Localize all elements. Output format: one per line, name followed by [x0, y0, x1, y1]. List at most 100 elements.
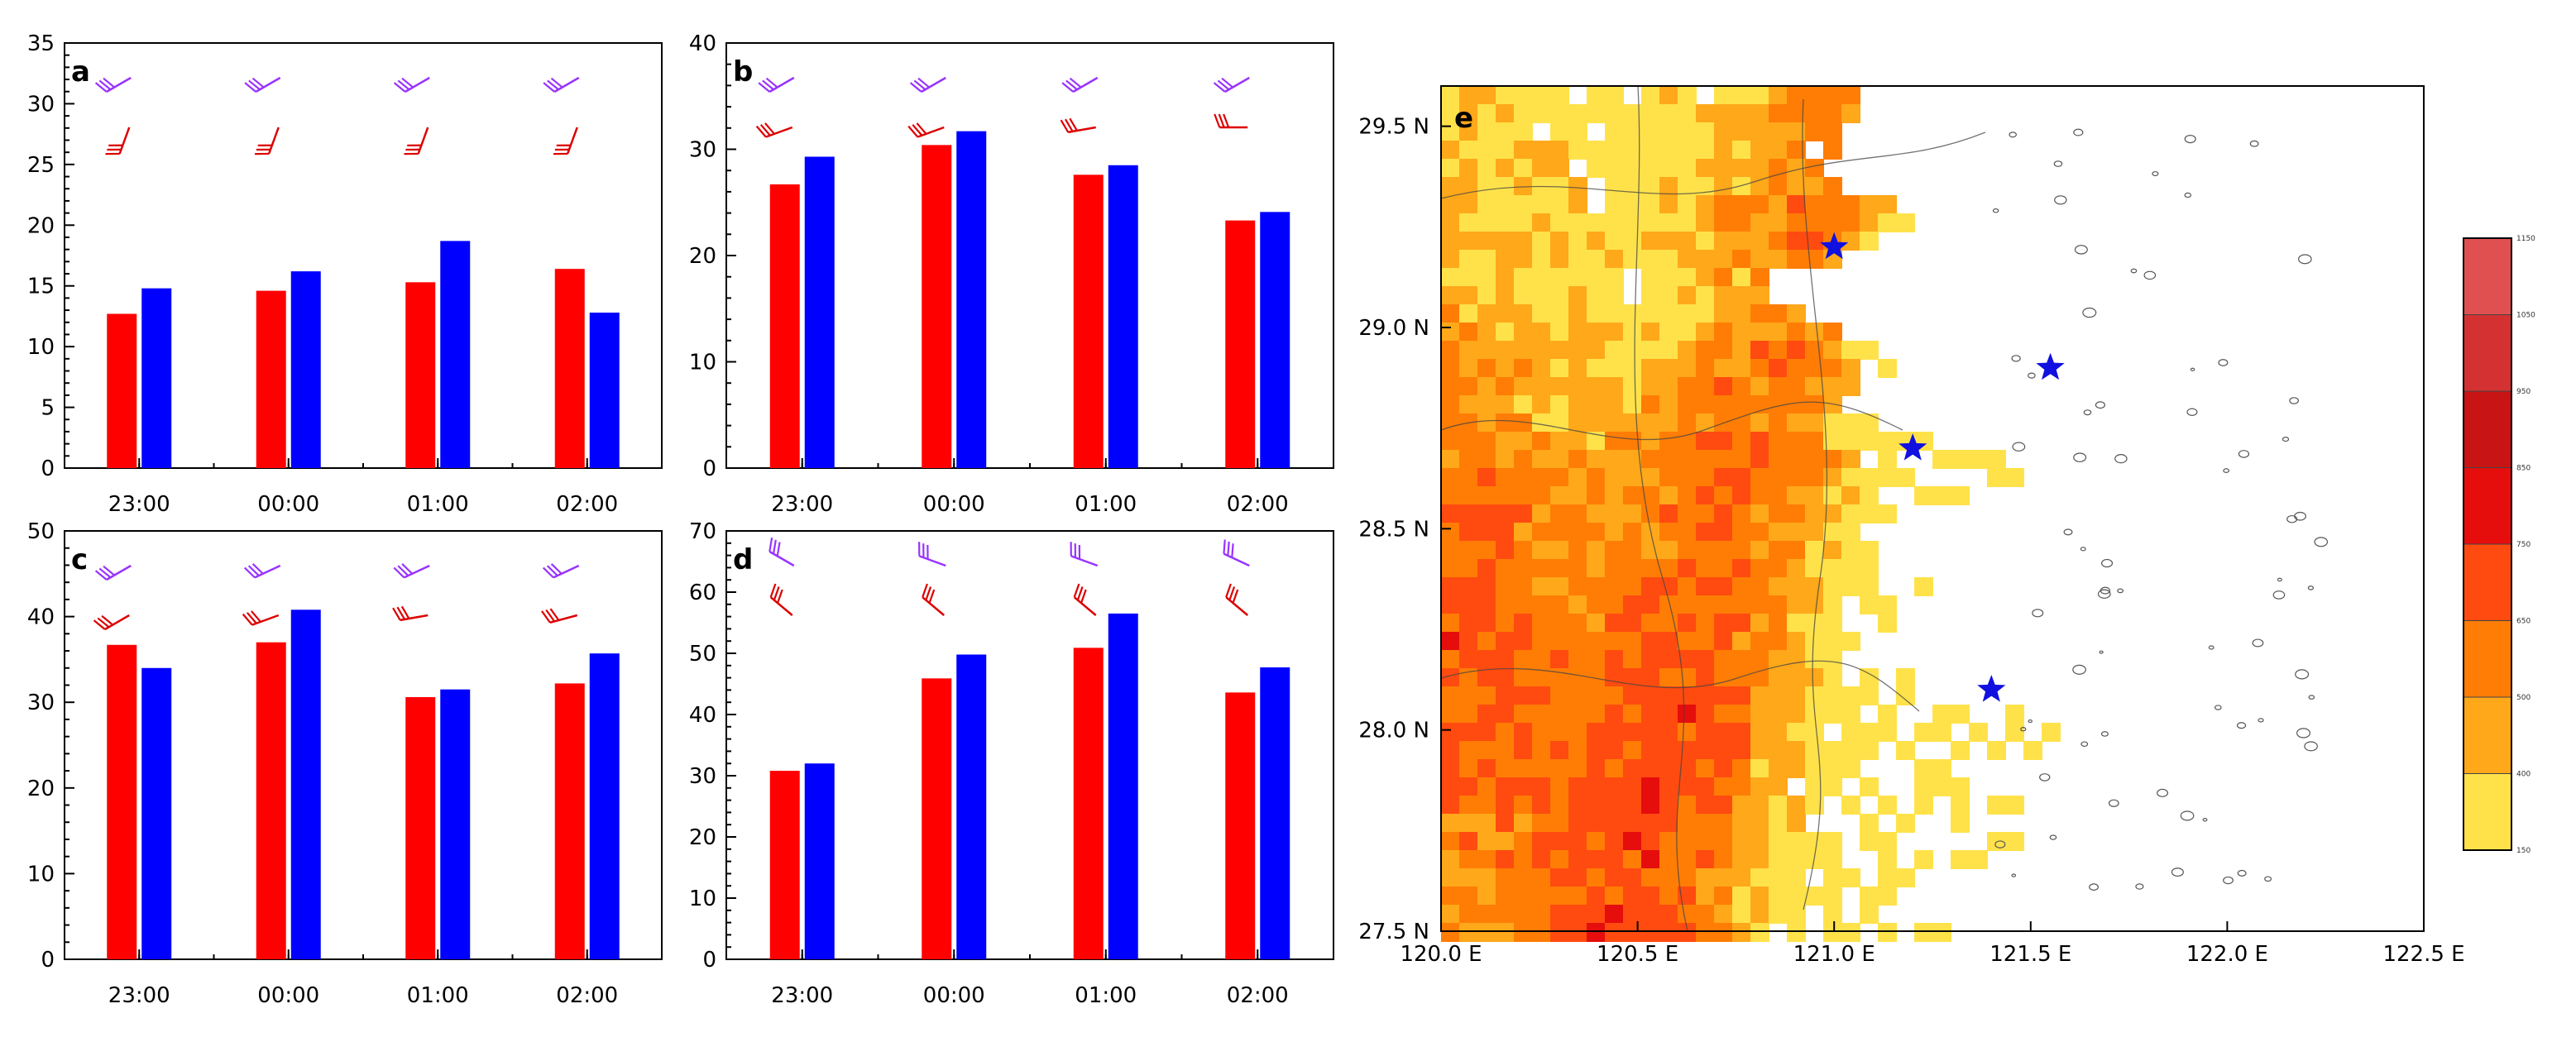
barb-staff [768, 550, 795, 567]
colorbar-segment [2463, 390, 2512, 468]
elevation-cell [1750, 213, 1769, 232]
elevation-cell [1732, 141, 1751, 160]
elevation-cell [1641, 141, 1660, 160]
boundary-line [1440, 131, 1986, 199]
elevation-cell [1769, 468, 1788, 487]
x-tick-label: 01:00 [407, 492, 469, 517]
boundary-line [1802, 98, 1828, 911]
elevation-cell [1605, 232, 1624, 251]
y-tick-label: 5 [41, 396, 55, 421]
elevation-cell [1696, 304, 1715, 323]
elevation-cell [1459, 141, 1478, 160]
elevation-cell [1550, 523, 1569, 542]
barb-feather [762, 79, 774, 91]
colorbar-label: 1150 [2516, 235, 2535, 243]
elevation-cell [1459, 759, 1478, 778]
elevation-cell [1623, 777, 1642, 796]
elevation-cell [1769, 304, 1788, 323]
elevation-cell [1441, 577, 1460, 596]
elevation-cell [1477, 523, 1496, 542]
elevation-cell [1568, 814, 1587, 833]
elevation-cell [1641, 905, 1660, 924]
elevation-cell [1641, 741, 1660, 760]
elevation-cell [1568, 668, 1587, 687]
elevation-cell [1459, 359, 1478, 378]
elevation-cell [1732, 777, 1751, 796]
elevation-cell [1496, 723, 1515, 742]
barb-feather [541, 610, 551, 624]
elevation-cell [1605, 413, 1624, 433]
elevation-cell [1769, 705, 1788, 724]
elevation-cell [1514, 887, 1533, 906]
elevation-cell [1769, 395, 1788, 414]
elevation-cell [1823, 86, 1842, 105]
elevation-cell [1769, 432, 1788, 451]
island-outline [2237, 722, 2247, 729]
elevation-cell [1532, 286, 1551, 305]
elevation-cell [1659, 887, 1678, 906]
island-outline [2100, 731, 2109, 737]
elevation-cell [1805, 232, 1824, 251]
station-star [2036, 352, 2065, 380]
barb-staff [1224, 76, 1250, 93]
elevation-cell [1441, 377, 1460, 396]
elevation-cell [1823, 141, 1842, 160]
barb-feather [98, 79, 112, 91]
elevation-cell [1587, 450, 1606, 469]
lower-wind-barb [392, 605, 429, 622]
bar-blue [589, 313, 620, 468]
elevation-cell [1678, 777, 1697, 796]
colorbar-label: 950 [2516, 388, 2531, 396]
elevation-cell [1550, 632, 1569, 651]
elevation-cell [1550, 232, 1569, 251]
elevation-cell [1477, 905, 1496, 924]
elevation-cell [1605, 686, 1624, 705]
barb-staff [106, 564, 132, 581]
elevation-cell [1805, 323, 1824, 342]
elevation-cell [1514, 650, 1533, 669]
elevation-cell [1787, 486, 1806, 505]
elevation-cell [1750, 887, 1769, 906]
elevation-cell [1714, 632, 1733, 651]
island-outline [2039, 773, 2051, 782]
island-outline [2020, 726, 2027, 732]
elevation-cell [1568, 377, 1587, 396]
elevation-cell [1841, 523, 1860, 542]
barb-staff [566, 127, 578, 155]
elevation-cell [1441, 122, 1460, 141]
elevation-cell [1568, 559, 1587, 578]
barb-staff [251, 614, 280, 626]
elevation-cell [1623, 632, 1642, 651]
elevation-cell [1750, 413, 1769, 433]
elevation-cell [1459, 122, 1478, 141]
elevation-cell [1587, 377, 1606, 396]
elevation-cell [1769, 668, 1788, 687]
elevation-cell [1860, 595, 1879, 614]
elevation-cell [1678, 504, 1697, 523]
elevation-cell [1987, 450, 2006, 469]
barb-feather [550, 563, 563, 575]
elevation-cell [1514, 559, 1533, 578]
elevation-cell [1477, 595, 1496, 614]
elevation-cell [1496, 450, 1515, 469]
elevation-cell [1623, 341, 1642, 360]
colorbar-frame [2463, 237, 2512, 851]
elevation-cell [1696, 632, 1715, 651]
elevation-cell [1459, 868, 1478, 887]
elevation-cell [1641, 359, 1660, 378]
elevation-cell [1532, 413, 1551, 433]
elevation-cell [1568, 213, 1587, 232]
elevation-cell [1787, 614, 1806, 633]
elevation-cell [1769, 450, 1788, 469]
elevation-cell [1714, 650, 1733, 669]
elevation-cell [1823, 395, 1842, 414]
elevation-cell [1732, 250, 1751, 269]
island-outline [2304, 741, 2318, 752]
elevation-cell [1550, 577, 1569, 596]
elevation-cell [1769, 832, 1788, 851]
colorbar-label: 1050 [2516, 312, 2535, 320]
elevation-cell [1787, 377, 1806, 396]
elevation-cell [1568, 450, 1587, 469]
elevation-cell [1550, 413, 1569, 433]
elevation-cell [1605, 341, 1624, 360]
